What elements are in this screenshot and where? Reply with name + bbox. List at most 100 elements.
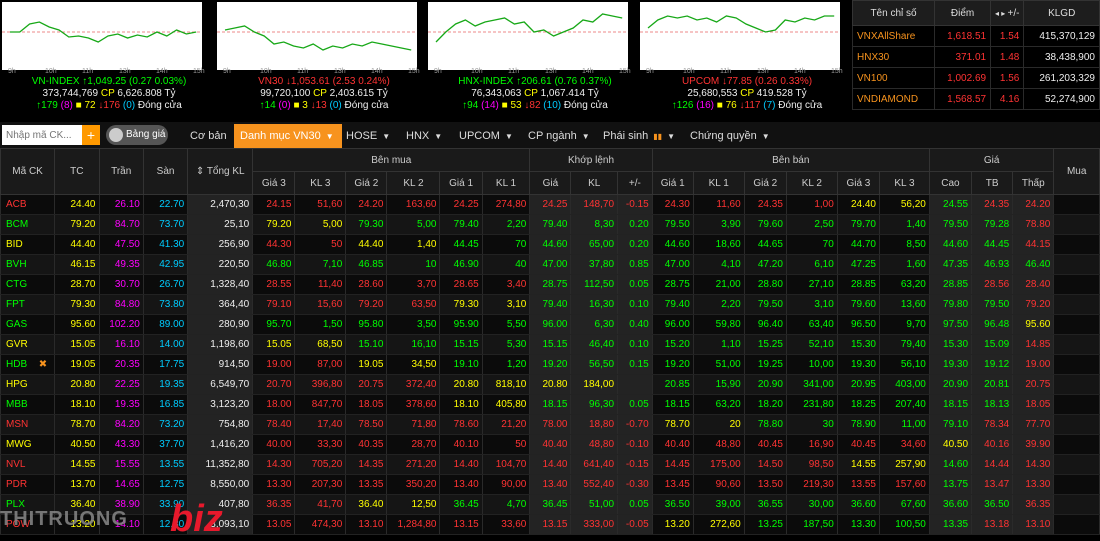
subheader-6[interactable]: Giá [529,171,572,195]
summary-header-name[interactable]: Tên chỉ số [851,0,936,26]
subheader-3[interactable]: KL 2 [386,171,441,195]
symbol-cell[interactable]: FPT [0,294,56,315]
symbol-cell[interactable]: GAS [0,314,56,335]
header-reference[interactable]: TC [54,148,100,195]
header-ceiling[interactable]: Trần [98,148,144,195]
subheader-2[interactable]: Giá 2 [345,171,388,195]
subheader-17[interactable]: Thấp [1012,171,1055,195]
table-row[interactable]: HPG 20.80 22.25 19.35 6,549,70 20.70 396,80 20.… [0,374,1100,395]
buy-action-cell[interactable] [1053,454,1100,475]
table-row[interactable]: PDR 13.70 14.65 12.75 8,550,00 13.30 207,30 13.… [0,474,1100,495]
tab-vn30-watchlist[interactable]: Danh mục VN30 ▼ [234,124,342,148]
subheader-14[interactable]: KL 3 [879,171,930,195]
table-row[interactable]: BCM 79.20 84.70 73.70 25,10 79.20 5,00 79.30 5,0… [0,214,1100,235]
index-card-3[interactable]: 9h 10h 11h 13h 14h 15h UPCOM ↓77.85 (0.26 0.33… [640,0,854,118]
tab-hose[interactable]: HOSE ▼ [340,124,396,148]
price-board-toggle[interactable]: Bảng giá [106,125,168,145]
table-row[interactable]: GAS 95.60 102.20 89.00 280,90 95.70 1,50 95.80 3… [0,314,1100,335]
buy-action-cell[interactable] [1053,334,1100,355]
symbol-cell[interactable]: NVL [0,454,56,475]
close-icon[interactable]: ✖ [38,359,48,370]
symbol-cell[interactable]: BVH [0,254,56,275]
summary-header-point[interactable]: Điểm [934,0,992,26]
symbol-search-input[interactable] [2,125,86,145]
add-symbol-button[interactable]: + [82,125,100,145]
table-row[interactable]: BVH 46.15 49.35 42.95 220,50 46.80 7,10 46.85 10… [0,254,1100,275]
subheader-16[interactable]: TB [971,171,1014,195]
tab-upcom[interactable]: UPCOM ▼ [453,124,519,148]
symbol-cell[interactable]: MWG [0,434,56,455]
buy-action-cell[interactable] [1053,514,1100,535]
summary-header-change[interactable]: ◂ ▸ +/- [990,0,1025,26]
subheader-13[interactable]: Giá 3 [836,171,881,195]
symbol-cell[interactable]: PDR [0,474,56,495]
index-card-0[interactable]: 9h 10h 11h 13h 14h 15h VN-INDEX ↑1,049.25 (0.2… [2,0,216,118]
buy-action-cell[interactable] [1053,214,1100,235]
subheader-12[interactable]: KL 2 [785,171,838,195]
buy-action-cell[interactable] [1053,414,1100,435]
subheader-9[interactable]: Giá 1 [651,171,694,195]
buy-action-cell[interactable] [1053,474,1100,495]
subheader-5[interactable]: KL 1 [481,171,531,195]
buy-action-cell[interactable] [1053,274,1100,295]
buy-action-cell[interactable] [1053,194,1100,215]
buy-action-cell[interactable] [1053,494,1100,515]
index-card-1[interactable]: 9h 10h 11h 13h 14h 15h VN30 ↓1,053.61 (2.53 0.… [217,0,431,118]
buy-action-cell[interactable] [1053,394,1100,415]
symbol-cell[interactable]: ACB [0,194,56,215]
table-row[interactable]: MBB 18.10 19.35 16.85 3,123,20 18.00 847,70 18.… [0,394,1100,415]
table-row[interactable]: BID 44.40 47.50 41.30 256,90 44.30 50 44.40 1,40… [0,234,1100,255]
symbol-cell[interactable]: GVR [0,334,56,355]
subheader-0[interactable]: Giá 3 [252,171,296,195]
summary-header-volume[interactable]: KLGD [1023,0,1100,26]
symbol-cell[interactable]: MBB [0,394,56,415]
symbol-cell[interactable]: HDB ✖ [0,354,56,375]
table-row[interactable]: MWG 40.50 43.30 37.70 1,416,20 40.00 33,30 40.3… [0,434,1100,455]
buy-action-cell[interactable] [1053,434,1100,455]
tab-industry[interactable]: CP ngành ▼ [522,124,596,148]
subheader-10[interactable]: KL 1 [692,171,745,195]
table-row[interactable]: GVR 15.05 16.10 14.00 1,198,60 15.05 68,50 15.1… [0,334,1100,355]
summary-row[interactable]: VNXAllShare 1,618.51 1.54 415,370,129 [851,25,1100,47]
buy-action-cell[interactable] [1053,374,1100,395]
subheader-7[interactable]: KL [570,171,619,195]
table-row[interactable]: MSN 78.70 84.20 73.20 754,80 78.40 17,40 78.50 7… [0,414,1100,435]
buy-action-cell[interactable] [1053,294,1100,315]
buy-action-cell[interactable] [1053,234,1100,255]
subheader-1[interactable]: KL 3 [294,171,347,195]
subheader-15[interactable]: Cao [928,171,973,195]
header-total-volume[interactable]: ⇕ Tổng KL [187,148,254,195]
symbol-cell[interactable]: PLX [0,494,56,515]
table-row[interactable]: CTG 28.70 30.70 26.70 1,328,40 28.55 11,40 28.6… [0,274,1100,295]
summary-row[interactable]: HNX30 371.01 1.48 38,438,900 [851,46,1100,68]
summary-row[interactable]: VN100 1,002.69 1.56 261,203,329 [851,67,1100,89]
buy-action-cell[interactable] [1053,314,1100,335]
price-cell: 17.75 [142,354,189,375]
symbol-cell[interactable]: CTG [0,274,56,295]
header-buy-column[interactable]: Mua [1053,148,1100,195]
table-row[interactable]: HDB ✖ 19.05 20.35 17.75 914,50 19.00 87,00 19.05… [0,354,1100,375]
table-row[interactable]: FPT 79.30 84.80 73.80 364,40 79.10 15,60 79.20 6… [0,294,1100,315]
buy-action-cell[interactable] [1053,254,1100,275]
symbol-cell[interactable]: BID [0,234,56,255]
tab-hnx[interactable]: HNX ▼ [400,124,448,148]
symbol-cell[interactable]: HPG [0,374,56,395]
table-row[interactable]: PLX 36.40 38.90 33.90 407,80 36.35 41,70 36.40 1… [0,494,1100,515]
tab-warrants[interactable]: Chứng quyền ▼ [684,124,776,148]
basic-view-tab[interactable]: Cơ bản [190,130,227,142]
symbol-cell[interactable]: BCM [0,214,56,235]
table-row[interactable]: NVL 14.55 15.55 13.55 11,352,80 14.30 705,20 14… [0,454,1100,475]
tab-derivatives[interactable]: Phái sinh ▮▮ ▼ [597,124,681,148]
table-row[interactable]: POW 13.20 14.10 12.30 3,093,10 13.05 474,30 13.… [0,514,1100,535]
header-symbol[interactable]: Mã CK [0,148,56,195]
buy-action-cell[interactable] [1053,354,1100,375]
table-row[interactable]: ACB 24.40 26.10 22.70 2,470,30 24.15 51,60 24.2… [0,194,1100,215]
header-floor[interactable]: Sàn [142,148,189,195]
symbol-cell[interactable]: POW [0,514,56,535]
subheader-11[interactable]: Giá 2 [743,171,787,195]
subheader-8[interactable]: +/- [617,171,653,195]
summary-row[interactable]: VNDIAMOND 1,568.57 4.16 52,274,900 [851,88,1100,110]
symbol-cell[interactable]: MSN [0,414,56,435]
index-card-2[interactable]: 9h 10h 11h 13h 14h 15h HNX-INDEX ↑206.61 (0.76… [428,0,642,118]
subheader-4[interactable]: Giá 1 [439,171,483,195]
